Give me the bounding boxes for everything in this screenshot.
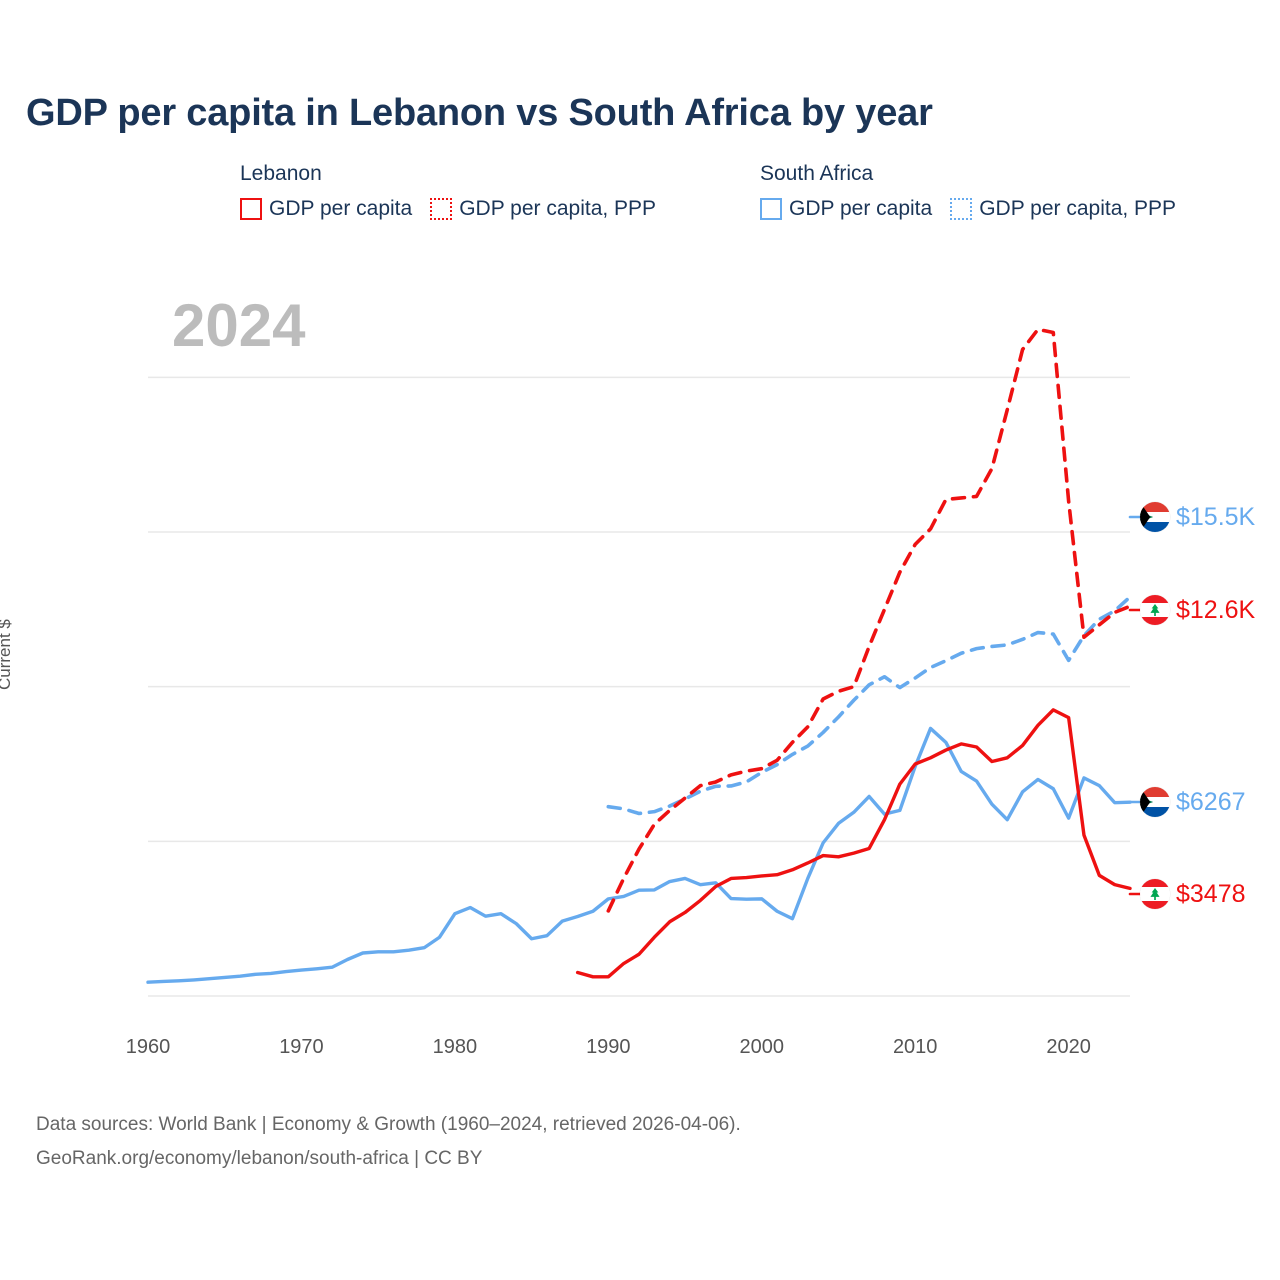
- series-line: [575, 708, 1132, 979]
- legend-item-label: GDP per capita: [269, 197, 413, 220]
- legend-item-label: GDP per capita: [789, 197, 933, 220]
- footer-sources-line: Data sources: World Bank | Economy & Gro…: [36, 1114, 741, 1135]
- page-title: GDP per capita in Lebanon vs South Afric…: [26, 92, 933, 134]
- chart-legend: Lebanon GDP per capita GDP per capita, P…: [0, 162, 1280, 242]
- series-line: [606, 595, 1132, 816]
- lebanon-flag-icon: [1140, 879, 1170, 909]
- lebanon-flag-icon: [1140, 595, 1170, 625]
- end-label-value: $12.6K: [1176, 595, 1256, 624]
- y-axis-tick-labels: $0$5000$10K$15K$20K: [0, 0, 142, 1280]
- x-axis-tick-label: 1990: [586, 1036, 631, 1058]
- year-watermark: 2024: [172, 292, 306, 359]
- legend-swatch-dotted-blue-icon: [950, 198, 973, 220]
- legend-item-lebanon-gdp[interactable]: GDP per capita: [240, 197, 412, 221]
- end-label-south-africa-gdp: $6267: [1140, 787, 1246, 817]
- end-label-lebanon-gdp: $3478: [1140, 879, 1246, 909]
- south-africa-flag-icon: [1140, 787, 1170, 817]
- legend-group-lebanon: Lebanon GDP per capita GDP per capita, P…: [240, 162, 674, 221]
- legend-item-label: GDP per capita, PPP: [979, 197, 1177, 220]
- legend-item-lebanon-gdp-ppp[interactable]: GDP per capita, PPP: [430, 197, 656, 221]
- x-axis-tick-label: 1960: [125, 1036, 171, 1058]
- chart-footer: Data sources: World Bank | Economy & Gro…: [36, 1108, 741, 1176]
- legend-item-south-africa-gdp[interactable]: GDP per capita: [760, 197, 932, 221]
- legend-item-label: GDP per capita, PPP: [459, 197, 657, 220]
- legend-swatch-dotted-red-icon: [430, 198, 453, 220]
- south-africa-flag-icon: [1140, 502, 1170, 532]
- legend-group-title: South Africa: [760, 162, 874, 185]
- legend-group-title: Lebanon: [240, 162, 322, 185]
- series-line: [146, 726, 1132, 984]
- footer-attribution-line: GeoRank.org/economy/lebanon/south-africa…: [36, 1148, 483, 1169]
- x-axis-tick-label: 1980: [432, 1036, 478, 1058]
- legend-swatch-solid-blue-icon: [760, 198, 782, 220]
- x-axis-tick-label: 2020: [1046, 1036, 1091, 1058]
- x-axis-tick-label: 1970: [279, 1036, 324, 1058]
- legend-swatch-solid-red-icon: [240, 198, 262, 220]
- end-label-value: $6267: [1176, 787, 1246, 816]
- x-axis-tick-label: 2010: [892, 1036, 938, 1058]
- end-label-south-africa-ppp: $15.5K: [1140, 502, 1255, 532]
- end-label-value: $15.5K: [1176, 502, 1256, 531]
- legend-item-south-africa-gdp-ppp[interactable]: GDP per capita, PPP: [950, 197, 1176, 221]
- legend-group-south-africa: South Africa GDP per capita GDP per capi…: [760, 162, 1194, 221]
- end-label-lebanon-ppp: $12.6K: [1140, 595, 1255, 625]
- end-label-value: $3478: [1176, 879, 1246, 908]
- x-axis-tick-label: 2000: [739, 1036, 785, 1058]
- series-line: [606, 327, 1132, 913]
